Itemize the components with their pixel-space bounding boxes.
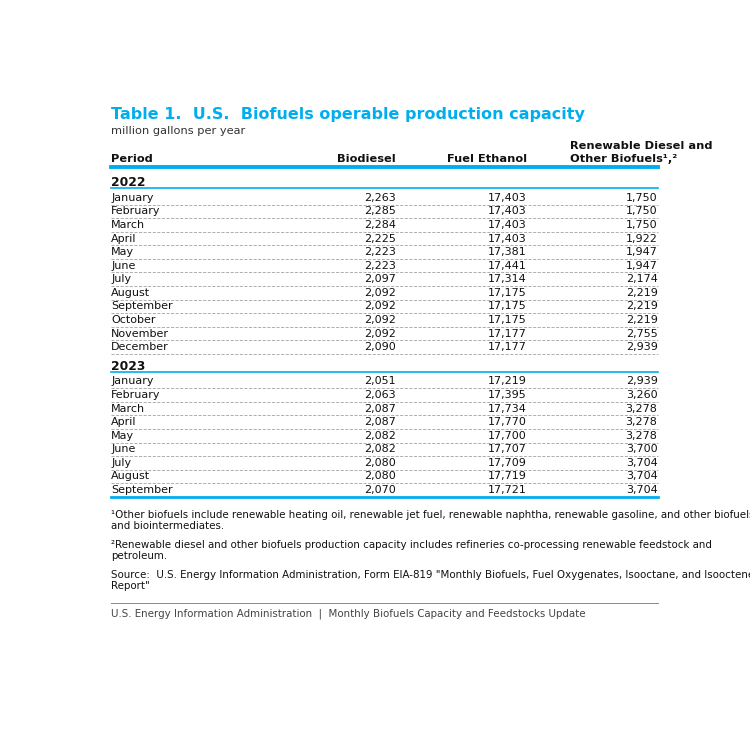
Text: 2,082: 2,082 bbox=[364, 444, 396, 454]
Text: 2,223: 2,223 bbox=[364, 247, 396, 257]
Text: 3,704: 3,704 bbox=[626, 472, 658, 482]
Text: 2,063: 2,063 bbox=[364, 390, 396, 400]
Text: 17,177: 17,177 bbox=[488, 328, 526, 338]
Text: May: May bbox=[111, 247, 134, 257]
Text: Renewable Diesel and: Renewable Diesel and bbox=[570, 141, 712, 151]
Text: 17,719: 17,719 bbox=[488, 472, 526, 482]
Text: 1,947: 1,947 bbox=[626, 261, 658, 271]
Text: 17,175: 17,175 bbox=[488, 302, 526, 311]
Text: July: July bbox=[111, 458, 131, 468]
Text: 2,219: 2,219 bbox=[626, 315, 658, 325]
Text: Biodiesel: Biodiesel bbox=[338, 154, 396, 164]
Text: 17,700: 17,700 bbox=[488, 430, 526, 441]
Text: September: September bbox=[111, 302, 172, 311]
Text: August: August bbox=[111, 472, 150, 482]
Text: Period: Period bbox=[111, 154, 153, 164]
Text: 2,092: 2,092 bbox=[364, 288, 396, 298]
Text: Table 1.  U.S.  Biofuels operable production capacity: Table 1. U.S. Biofuels operable producti… bbox=[111, 107, 585, 122]
Text: 2,285: 2,285 bbox=[364, 206, 396, 216]
Text: 17,381: 17,381 bbox=[488, 247, 526, 257]
Text: 2,939: 2,939 bbox=[626, 342, 658, 352]
Text: April: April bbox=[111, 417, 136, 428]
Text: 3,704: 3,704 bbox=[626, 458, 658, 468]
Text: April: April bbox=[111, 233, 136, 244]
Text: 17,177: 17,177 bbox=[488, 342, 526, 352]
Text: 2,080: 2,080 bbox=[364, 458, 396, 468]
Text: 17,403: 17,403 bbox=[488, 233, 526, 244]
Text: 2,092: 2,092 bbox=[364, 315, 396, 325]
Text: 1,750: 1,750 bbox=[626, 193, 658, 202]
Text: U.S. Energy Information Administration  |  Monthly Biofuels Capacity and Feedsto: U.S. Energy Information Administration |… bbox=[111, 608, 586, 619]
Text: 17,314: 17,314 bbox=[488, 274, 526, 284]
Text: 2022: 2022 bbox=[111, 176, 146, 189]
Text: December: December bbox=[111, 342, 169, 352]
Text: 1,947: 1,947 bbox=[626, 247, 658, 257]
Text: 2,219: 2,219 bbox=[626, 302, 658, 311]
Text: 2,219: 2,219 bbox=[626, 288, 658, 298]
Text: June: June bbox=[111, 261, 136, 271]
Text: 17,770: 17,770 bbox=[488, 417, 526, 428]
Text: Fuel Ethanol: Fuel Ethanol bbox=[447, 154, 526, 164]
Text: 17,707: 17,707 bbox=[488, 444, 526, 454]
Text: September: September bbox=[111, 485, 172, 495]
Text: 17,709: 17,709 bbox=[488, 458, 526, 468]
Text: 2,223: 2,223 bbox=[364, 261, 396, 271]
Text: January: January bbox=[111, 193, 154, 202]
Text: June: June bbox=[111, 444, 136, 454]
Text: 2,097: 2,097 bbox=[364, 274, 396, 284]
Text: 2,082: 2,082 bbox=[364, 430, 396, 441]
Text: 17,734: 17,734 bbox=[488, 404, 526, 413]
Text: 2,225: 2,225 bbox=[364, 233, 396, 244]
Text: March: March bbox=[111, 404, 146, 413]
Text: 2023: 2023 bbox=[111, 360, 146, 373]
Text: ¹Other biofuels include renewable heating oil, renewable jet fuel, renewable nap: ¹Other biofuels include renewable heatin… bbox=[111, 509, 750, 531]
Text: Other Biofuels¹,²: Other Biofuels¹,² bbox=[570, 154, 678, 164]
Text: 2,755: 2,755 bbox=[626, 328, 658, 338]
Text: November: November bbox=[111, 328, 170, 338]
Text: January: January bbox=[111, 376, 154, 386]
Text: 2,080: 2,080 bbox=[364, 472, 396, 482]
Text: ²Renewable diesel and other biofuels production capacity includes refineries co-: ²Renewable diesel and other biofuels pro… bbox=[111, 539, 712, 561]
Text: 2,284: 2,284 bbox=[364, 220, 396, 230]
Text: February: February bbox=[111, 390, 160, 400]
Text: 17,219: 17,219 bbox=[488, 376, 526, 386]
Text: 2,051: 2,051 bbox=[364, 376, 396, 386]
Text: Source:  U.S. Energy Information Administration, Form EIA-819 "Monthly Biofuels,: Source: U.S. Energy Information Administ… bbox=[111, 569, 750, 591]
Text: 3,278: 3,278 bbox=[626, 430, 658, 441]
Text: 2,939: 2,939 bbox=[626, 376, 658, 386]
Text: February: February bbox=[111, 206, 160, 216]
Text: 2,087: 2,087 bbox=[364, 404, 396, 413]
Text: 3,278: 3,278 bbox=[626, 404, 658, 413]
Text: 2,070: 2,070 bbox=[364, 485, 396, 495]
Text: 17,403: 17,403 bbox=[488, 220, 526, 230]
Text: million gallons per year: million gallons per year bbox=[111, 127, 245, 136]
Text: 17,721: 17,721 bbox=[488, 485, 526, 495]
Text: 2,087: 2,087 bbox=[364, 417, 396, 428]
Text: 17,441: 17,441 bbox=[488, 261, 526, 271]
Text: October: October bbox=[111, 315, 156, 325]
Text: 17,403: 17,403 bbox=[488, 206, 526, 216]
Text: 2,263: 2,263 bbox=[364, 193, 396, 202]
Text: 3,278: 3,278 bbox=[626, 417, 658, 428]
Text: 17,175: 17,175 bbox=[488, 288, 526, 298]
Text: 3,700: 3,700 bbox=[626, 444, 658, 454]
Text: 2,092: 2,092 bbox=[364, 302, 396, 311]
Text: 1,750: 1,750 bbox=[626, 206, 658, 216]
Text: 1,750: 1,750 bbox=[626, 220, 658, 230]
Text: 17,175: 17,175 bbox=[488, 315, 526, 325]
Text: 17,395: 17,395 bbox=[488, 390, 526, 400]
Text: 17,403: 17,403 bbox=[488, 193, 526, 202]
Text: 2,174: 2,174 bbox=[626, 274, 658, 284]
Text: 1,922: 1,922 bbox=[626, 233, 658, 244]
Text: 3,704: 3,704 bbox=[626, 485, 658, 495]
Text: 2,092: 2,092 bbox=[364, 328, 396, 338]
Text: May: May bbox=[111, 430, 134, 441]
Text: 2,090: 2,090 bbox=[364, 342, 396, 352]
Text: 3,260: 3,260 bbox=[626, 390, 658, 400]
Text: July: July bbox=[111, 274, 131, 284]
Text: August: August bbox=[111, 288, 150, 298]
Text: March: March bbox=[111, 220, 146, 230]
